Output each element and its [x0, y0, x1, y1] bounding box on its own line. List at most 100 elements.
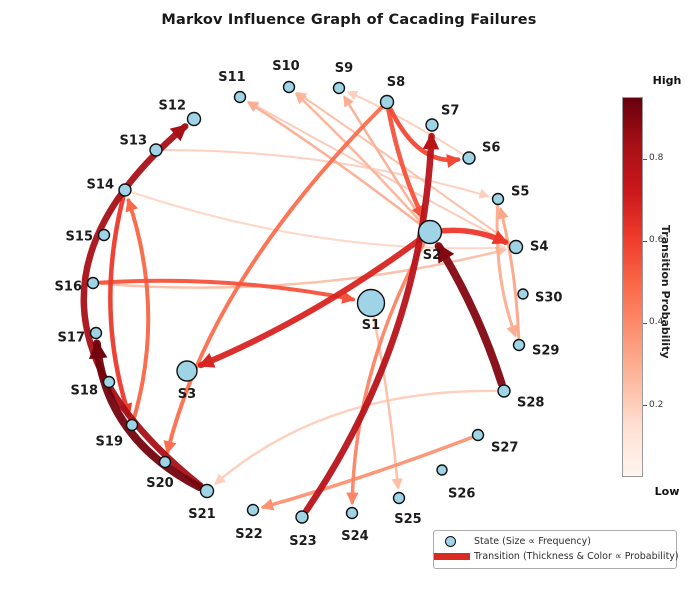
colorbar-tick-label: 0.6	[649, 235, 664, 245]
node-label-S1: S1	[362, 318, 380, 333]
legend-transition-entry: Transition (Thickness & Color ∝ Probabil…	[434, 549, 679, 564]
node-S3	[176, 360, 198, 382]
legend-transition-label: Transition (Thickness & Color ∝ Probabil…	[474, 551, 679, 562]
node-S4	[508, 239, 524, 255]
edge-S23-S7	[303, 132, 440, 514]
node-S30	[517, 288, 529, 300]
edge-S29-S5	[497, 206, 521, 339]
node-S7	[425, 118, 439, 132]
colorbar-axis-label: Transition Probability	[659, 225, 672, 359]
node-label-S22: S22	[235, 527, 262, 542]
legend: State (Size ∝ Frequency) Transition (Thi…	[433, 530, 679, 569]
legend-state-entry: State (Size ∝ Frequency)	[434, 534, 672, 549]
node-label-S19: S19	[96, 435, 123, 450]
colorbar-low-label: Low	[654, 485, 680, 498]
node-S12	[186, 111, 202, 127]
node-S5	[491, 192, 505, 206]
edge-S28-S21	[214, 389, 498, 485]
node-label-S25: S25	[394, 512, 421, 527]
colorbar-high-label: High	[652, 74, 682, 87]
edge-S2-S4	[440, 227, 509, 245]
colorbar-tick	[643, 159, 647, 160]
edge-S21-S12	[80, 123, 204, 489]
colorbar	[622, 97, 643, 477]
node-S18	[102, 375, 116, 389]
node-label-S20: S20	[146, 476, 173, 491]
colorbar-tick-label: 0.2	[649, 400, 664, 410]
node-label-S4: S4	[530, 240, 548, 255]
node-S2	[417, 219, 443, 245]
edge-S4-S10	[295, 91, 511, 243]
edge-S8-S20	[163, 106, 383, 455]
node-label-S12: S12	[159, 99, 186, 114]
edge-S2-S24	[346, 242, 426, 505]
node-label-S17: S17	[58, 331, 85, 346]
node-S16	[86, 276, 100, 290]
edge-S27-S22	[260, 435, 473, 511]
node-S21	[199, 483, 215, 499]
node-S19	[125, 418, 139, 432]
edge-S5-S29	[495, 205, 518, 338]
node-label-S3: S3	[178, 387, 196, 402]
node-S29	[512, 338, 526, 352]
node-label-S30: S30	[535, 291, 562, 306]
colorbar-tick	[643, 323, 647, 324]
node-label-S9: S9	[335, 61, 353, 76]
node-S27	[471, 428, 485, 442]
node-label-S26: S26	[448, 487, 475, 502]
edge-S13-S5	[163, 149, 490, 199]
node-label-S13: S13	[120, 134, 147, 149]
node-S10	[282, 80, 296, 94]
node-label-S16: S16	[55, 280, 82, 295]
edge-S8-S6	[388, 107, 461, 168]
colorbar-tick-label: 0.8	[649, 153, 664, 163]
colorbar-tick	[643, 405, 647, 406]
node-S23	[295, 510, 309, 524]
edge-S6-S9	[346, 90, 464, 155]
node-label-S6: S6	[482, 141, 500, 156]
node-S13	[149, 143, 163, 157]
chart-title: Markov Influence Graph of Cacading Failu…	[161, 12, 537, 28]
node-label-S8: S8	[387, 75, 405, 90]
node-label-S5: S5	[511, 185, 529, 200]
node-S20	[158, 455, 172, 469]
colorbar-tick-label: 0.4	[649, 317, 664, 327]
node-label-S29: S29	[532, 344, 559, 359]
node-label-S15: S15	[66, 230, 93, 245]
node-S6	[462, 151, 476, 165]
node-S22	[246, 503, 260, 517]
node-S11	[233, 90, 247, 104]
state-marker-icon	[445, 536, 456, 547]
node-label-S21: S21	[188, 507, 215, 522]
edge-S16-S1	[98, 278, 356, 304]
transition-line-icon	[434, 553, 470, 560]
node-S9	[332, 81, 346, 95]
node-S17	[89, 326, 103, 340]
edge-S4-S11	[247, 101, 510, 244]
node-label-S11: S11	[218, 70, 245, 85]
colorbar-tick	[643, 241, 647, 242]
edge-S2-S10	[295, 92, 423, 224]
node-label-S18: S18	[71, 384, 98, 399]
node-S26	[436, 464, 448, 476]
node-label-S2: S2	[423, 248, 441, 263]
edge-S19-S14	[125, 197, 151, 420]
edge-S14-S4	[131, 191, 507, 254]
legend-state-label: State (Size ∝ Frequency)	[474, 536, 591, 547]
node-S24	[345, 506, 359, 520]
edge-S2-S9	[343, 95, 424, 222]
edge-S8-S2	[386, 108, 426, 220]
node-label-S7: S7	[441, 104, 459, 119]
node-S15	[97, 228, 111, 242]
node-label-S10: S10	[272, 59, 299, 74]
node-label-S28: S28	[517, 396, 544, 411]
edge-S28-S2	[434, 242, 506, 388]
node-S8	[379, 94, 395, 110]
node-S28	[497, 384, 511, 398]
node-label-S14: S14	[87, 178, 114, 193]
node-label-S23: S23	[289, 534, 316, 549]
node-label-S24: S24	[341, 529, 368, 544]
edge-S14-S19	[108, 195, 132, 418]
